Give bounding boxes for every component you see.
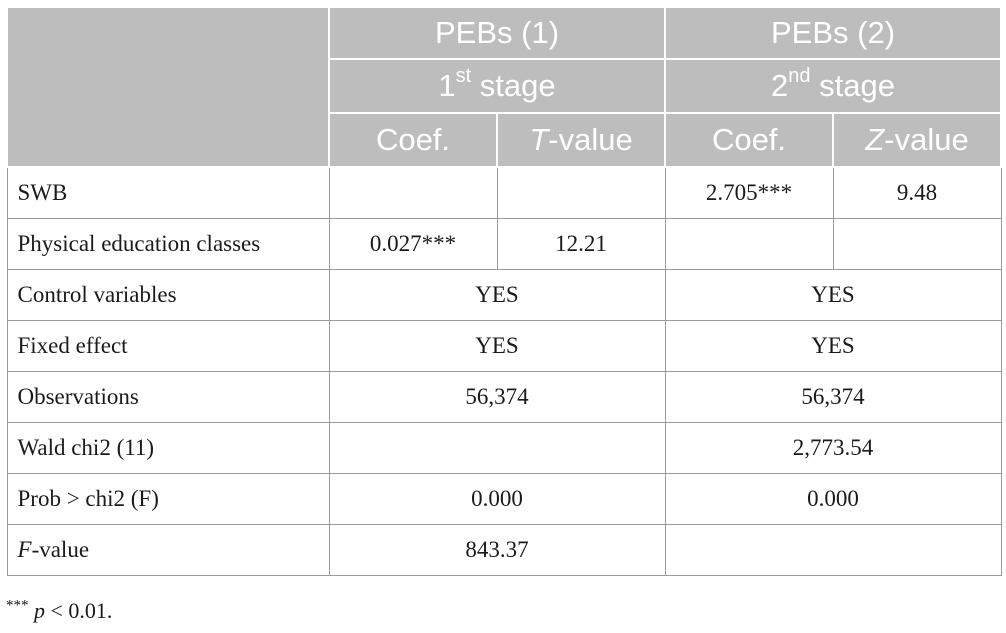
table-row-control-variables: Control variables YES YES <box>6 269 1002 321</box>
header-model-1: PEBs (1) <box>328 6 666 60</box>
row-label-control-variables: Control variables <box>6 269 330 321</box>
header-model-2: PEBs (2) <box>664 6 1002 60</box>
footnote-stars: *** <box>6 597 29 614</box>
wald-model1 <box>328 422 666 474</box>
fixed-model2: YES <box>664 320 1002 372</box>
row-label-prob-chi2: Prob > chi2 (F) <box>6 473 330 525</box>
f-value-model1: 843.37 <box>328 524 666 576</box>
pe-model1-coef: 0.027*** <box>328 218 498 270</box>
f-value-suffix: -value <box>31 537 90 562</box>
table-row-observations: Observations 56,374 56,374 <box>6 371 1002 423</box>
table-row-wald-chi2: Wald chi2 (11) 2,773.54 <box>6 422 1002 474</box>
header-row-models: PEBs (1) PEBs (2) <box>6 6 1002 168</box>
swb-model1-stat <box>496 166 666 219</box>
swb-model2-stat: 9.48 <box>832 166 1002 219</box>
pe-model2-stat <box>832 218 1002 270</box>
observations-model2: 56,374 <box>664 371 1002 423</box>
table-footnote: *** p < 0.01. <box>6 598 112 624</box>
header-row-statistics: Coef. T-value Coef. Z-value <box>7 112 1002 168</box>
pe-model1-stat: 12.21 <box>496 218 666 270</box>
row-label-physical-education: Physical education classes <box>6 218 330 270</box>
stage-1-ordinal: st <box>455 64 472 87</box>
controls-model2: YES <box>664 269 1002 321</box>
row-label-swb: SWB <box>6 166 330 219</box>
row-label-observations: Observations <box>6 371 330 423</box>
table-row-physical-education: Physical education classes 0.027*** 12.2… <box>6 218 1002 270</box>
table-header: PEBs (1) PEBs (2) 1st stage 2nd stage Co… <box>6 6 1002 168</box>
header-coef-1: Coef. <box>328 112 498 168</box>
f-value-model2 <box>664 524 1002 576</box>
stage-2-word: stage <box>810 68 895 103</box>
controls-model1: YES <box>328 269 666 321</box>
header-stage-2: 2nd stage <box>664 58 1002 114</box>
stage-1-word: stage <box>471 68 556 103</box>
header-coef-2: Coef. <box>664 112 834 168</box>
table-body: SWB 2.705*** 9.48 Physical education cla… <box>6 166 1002 576</box>
row-label-f-value: F-value <box>6 524 330 576</box>
row-label-fixed-effect: Fixed effect <box>6 320 330 372</box>
pe-model2-coef <box>664 218 834 270</box>
z-letter: Z <box>865 122 885 157</box>
table-row-prob-chi2: Prob > chi2 (F) 0.000 0.000 <box>6 473 1002 525</box>
f-letter: F <box>17 537 32 562</box>
header-corner-cell <box>6 6 330 168</box>
header-t-value: T-value <box>496 112 666 168</box>
table-row-swb: SWB 2.705*** 9.48 <box>6 166 1002 219</box>
table-row-fixed-effect: Fixed effect YES YES <box>6 320 1002 372</box>
stage-2-ordinal: nd <box>788 64 811 87</box>
swb-model1-coef <box>328 166 498 219</box>
table-row-f-value: F-value 843.37 <box>6 524 1002 576</box>
observations-model1: 56,374 <box>328 371 666 423</box>
stage-2-number: 2 <box>771 68 789 103</box>
results-table: PEBs (1) PEBs (2) 1st stage 2nd stage Co… <box>6 6 1002 576</box>
fixed-model1: YES <box>328 320 666 372</box>
t-letter: T <box>529 122 549 157</box>
z-value-suffix: -value <box>884 122 969 157</box>
footnote-text: < 0.01. <box>45 598 113 623</box>
swb-model2-coef: 2.705*** <box>664 166 834 219</box>
stage-1-number: 1 <box>438 68 456 103</box>
header-z-value: Z-value <box>832 112 1002 168</box>
prob-model1: 0.000 <box>328 473 666 525</box>
header-row-stages: 1st stage 2nd stage <box>7 58 1002 114</box>
t-value-suffix: -value <box>548 122 633 157</box>
results-table-container: PEBs (1) PEBs (2) 1st stage 2nd stage Co… <box>6 6 1002 576</box>
prob-model2: 0.000 <box>664 473 1002 525</box>
row-label-wald-chi2: Wald chi2 (11) <box>6 422 330 474</box>
wald-model2: 2,773.54 <box>664 422 1002 474</box>
footnote-p: p <box>34 598 45 623</box>
header-stage-1: 1st stage <box>328 58 666 114</box>
